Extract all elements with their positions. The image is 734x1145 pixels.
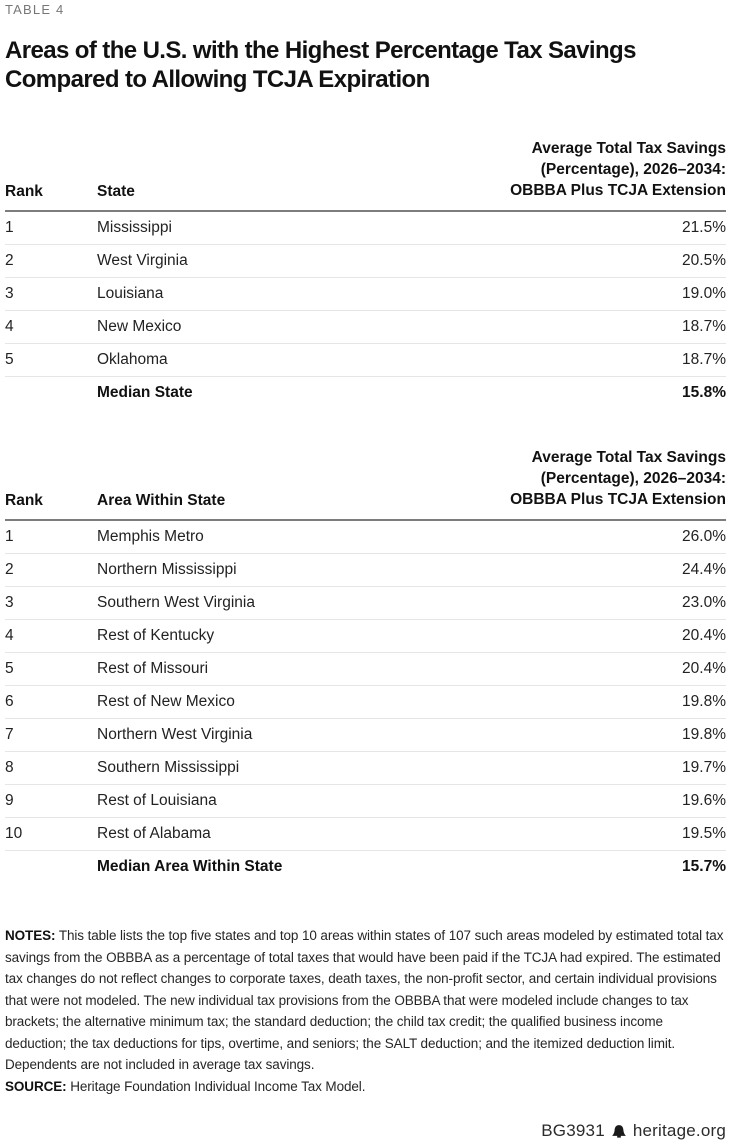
value-cell: 19.8%: [682, 726, 726, 743]
area-cell: Southern Mississippi: [97, 759, 240, 776]
area-cell: Rest of Missouri: [97, 660, 209, 677]
median-state-row: Median State 15.8%: [5, 377, 726, 409]
notes-paragraph: NOTES: This table lists the top five sta…: [5, 925, 726, 1076]
rank-cell: 5: [5, 660, 14, 677]
value-cell: 19.0%: [682, 285, 726, 302]
column-header-area-within-state: Area Within State: [97, 492, 226, 509]
areas-table-header: Rank Area Within State Average Total Tax…: [5, 447, 726, 521]
value-cell: 19.8%: [682, 693, 726, 710]
value-cell: 19.7%: [682, 759, 726, 776]
table-row: 8 Southern Mississippi 19.7%: [5, 752, 726, 785]
notes-text: This table lists the top five states and…: [5, 928, 724, 1072]
table-row: 7 Northern West Virginia 19.8%: [5, 719, 726, 752]
notes-block: NOTES: This table lists the top five sta…: [5, 925, 726, 1097]
column-header-rank: Rank: [5, 492, 43, 509]
states-table-header: Rank State Average Total Tax Savings (Pe…: [5, 138, 726, 212]
median-label-cell: Median State: [97, 384, 193, 401]
rank-cell: 5: [5, 351, 14, 368]
median-value-cell: 15.8%: [682, 384, 726, 401]
notes-label: NOTES:: [5, 928, 56, 943]
area-cell: Northern Mississippi: [97, 561, 237, 578]
rank-cell: 3: [5, 594, 14, 611]
column-header-rank: Rank: [5, 183, 43, 200]
rank-cell: 6: [5, 693, 14, 710]
site-text: heritage.org: [632, 1121, 726, 1140]
table-number-label: TABLE 4: [5, 2, 65, 17]
area-cell: Southern West Virginia: [97, 594, 255, 611]
value-cell: 20.4%: [682, 660, 726, 677]
rank-cell: 4: [5, 627, 14, 644]
rank-cell: 7: [5, 726, 14, 743]
page-title: Areas of the U.S. with the Highest Perce…: [5, 37, 636, 93]
state-cell: Louisiana: [97, 285, 164, 302]
area-cell: Rest of Louisiana: [97, 792, 217, 809]
rank-cell: 1: [5, 528, 14, 545]
state-cell: Oklahoma: [97, 351, 168, 368]
areas-table: Rank Area Within State Average Total Tax…: [5, 447, 726, 883]
value-cell: 18.7%: [682, 351, 726, 368]
table-row: 1 Mississippi 21.5%: [5, 212, 726, 245]
median-label-cell: Median Area Within State: [97, 858, 283, 875]
column-header-tax-savings: Average Total Tax Savings (Percentage), …: [510, 140, 726, 199]
table-row: 10 Rest of Alabama 19.5%: [5, 818, 726, 851]
rank-cell: 8: [5, 759, 14, 776]
state-cell: Mississippi: [97, 219, 172, 236]
area-cell: Rest of New Mexico: [97, 693, 235, 710]
states-table: Rank State Average Total Tax Savings (Pe…: [5, 138, 726, 409]
area-cell: Rest of Alabama: [97, 825, 211, 842]
table-row: 4 New Mexico 18.7%: [5, 311, 726, 344]
source-text: Heritage Foundation Individual Income Ta…: [70, 1078, 366, 1094]
rank-cell: 9: [5, 792, 14, 809]
rank-cell: 2: [5, 561, 14, 578]
table-row: 2 Northern Mississippi 24.4%: [5, 554, 726, 587]
value-cell: 21.5%: [682, 219, 726, 236]
document-id: BG3931: [541, 1121, 605, 1140]
value-cell: 20.5%: [682, 252, 726, 269]
table-row: 4 Rest of Kentucky 20.4%: [5, 620, 726, 653]
value-cell: 20.4%: [682, 627, 726, 644]
table-row: 6 Rest of New Mexico 19.8%: [5, 686, 726, 719]
table-row: 9 Rest of Louisiana 19.6%: [5, 785, 726, 818]
table-row: 3 Southern West Virginia 23.0%: [5, 587, 726, 620]
source-paragraph: SOURCE: Heritage Foundation Individual I…: [5, 1076, 726, 1098]
median-value-cell: 15.7%: [682, 858, 726, 875]
value-cell: 26.0%: [682, 528, 726, 545]
rank-cell: 3: [5, 285, 14, 302]
value-cell: 24.4%: [682, 561, 726, 578]
state-cell: New Mexico: [97, 318, 182, 335]
report-table-page: TABLE 4 Areas of the U.S. with the Highe…: [5, 2, 726, 1097]
area-cell: Northern West Virginia: [97, 726, 253, 743]
rank-cell: 2: [5, 252, 14, 269]
page-footer: BG3931 heritage.org: [541, 1121, 726, 1141]
median-area-row: Median Area Within State 15.7%: [5, 851, 726, 883]
rank-cell: 1: [5, 219, 14, 236]
table-row: 5 Oklahoma 18.7%: [5, 344, 726, 377]
heritage-bell-logo-icon: [611, 1124, 627, 1139]
value-cell: 19.5%: [682, 825, 726, 842]
value-cell: 19.6%: [682, 792, 726, 809]
table-row: 2 West Virginia 20.5%: [5, 245, 726, 278]
area-cell: Memphis Metro: [97, 528, 204, 545]
state-cell: West Virginia: [97, 252, 188, 269]
source-label: SOURCE:: [5, 1078, 67, 1094]
value-cell: 18.7%: [682, 318, 726, 335]
table-row: 5 Rest of Missouri 20.4%: [5, 653, 726, 686]
column-header-state: State: [97, 183, 135, 200]
area-cell: Rest of Kentucky: [97, 627, 215, 644]
column-header-tax-savings: Average Total Tax Savings (Percentage), …: [510, 449, 726, 508]
rank-cell: 10: [5, 825, 23, 842]
rank-cell: 4: [5, 318, 14, 335]
value-cell: 23.0%: [682, 594, 726, 611]
table-row: 3 Louisiana 19.0%: [5, 278, 726, 311]
table-row: 1 Memphis Metro 26.0%: [5, 521, 726, 554]
